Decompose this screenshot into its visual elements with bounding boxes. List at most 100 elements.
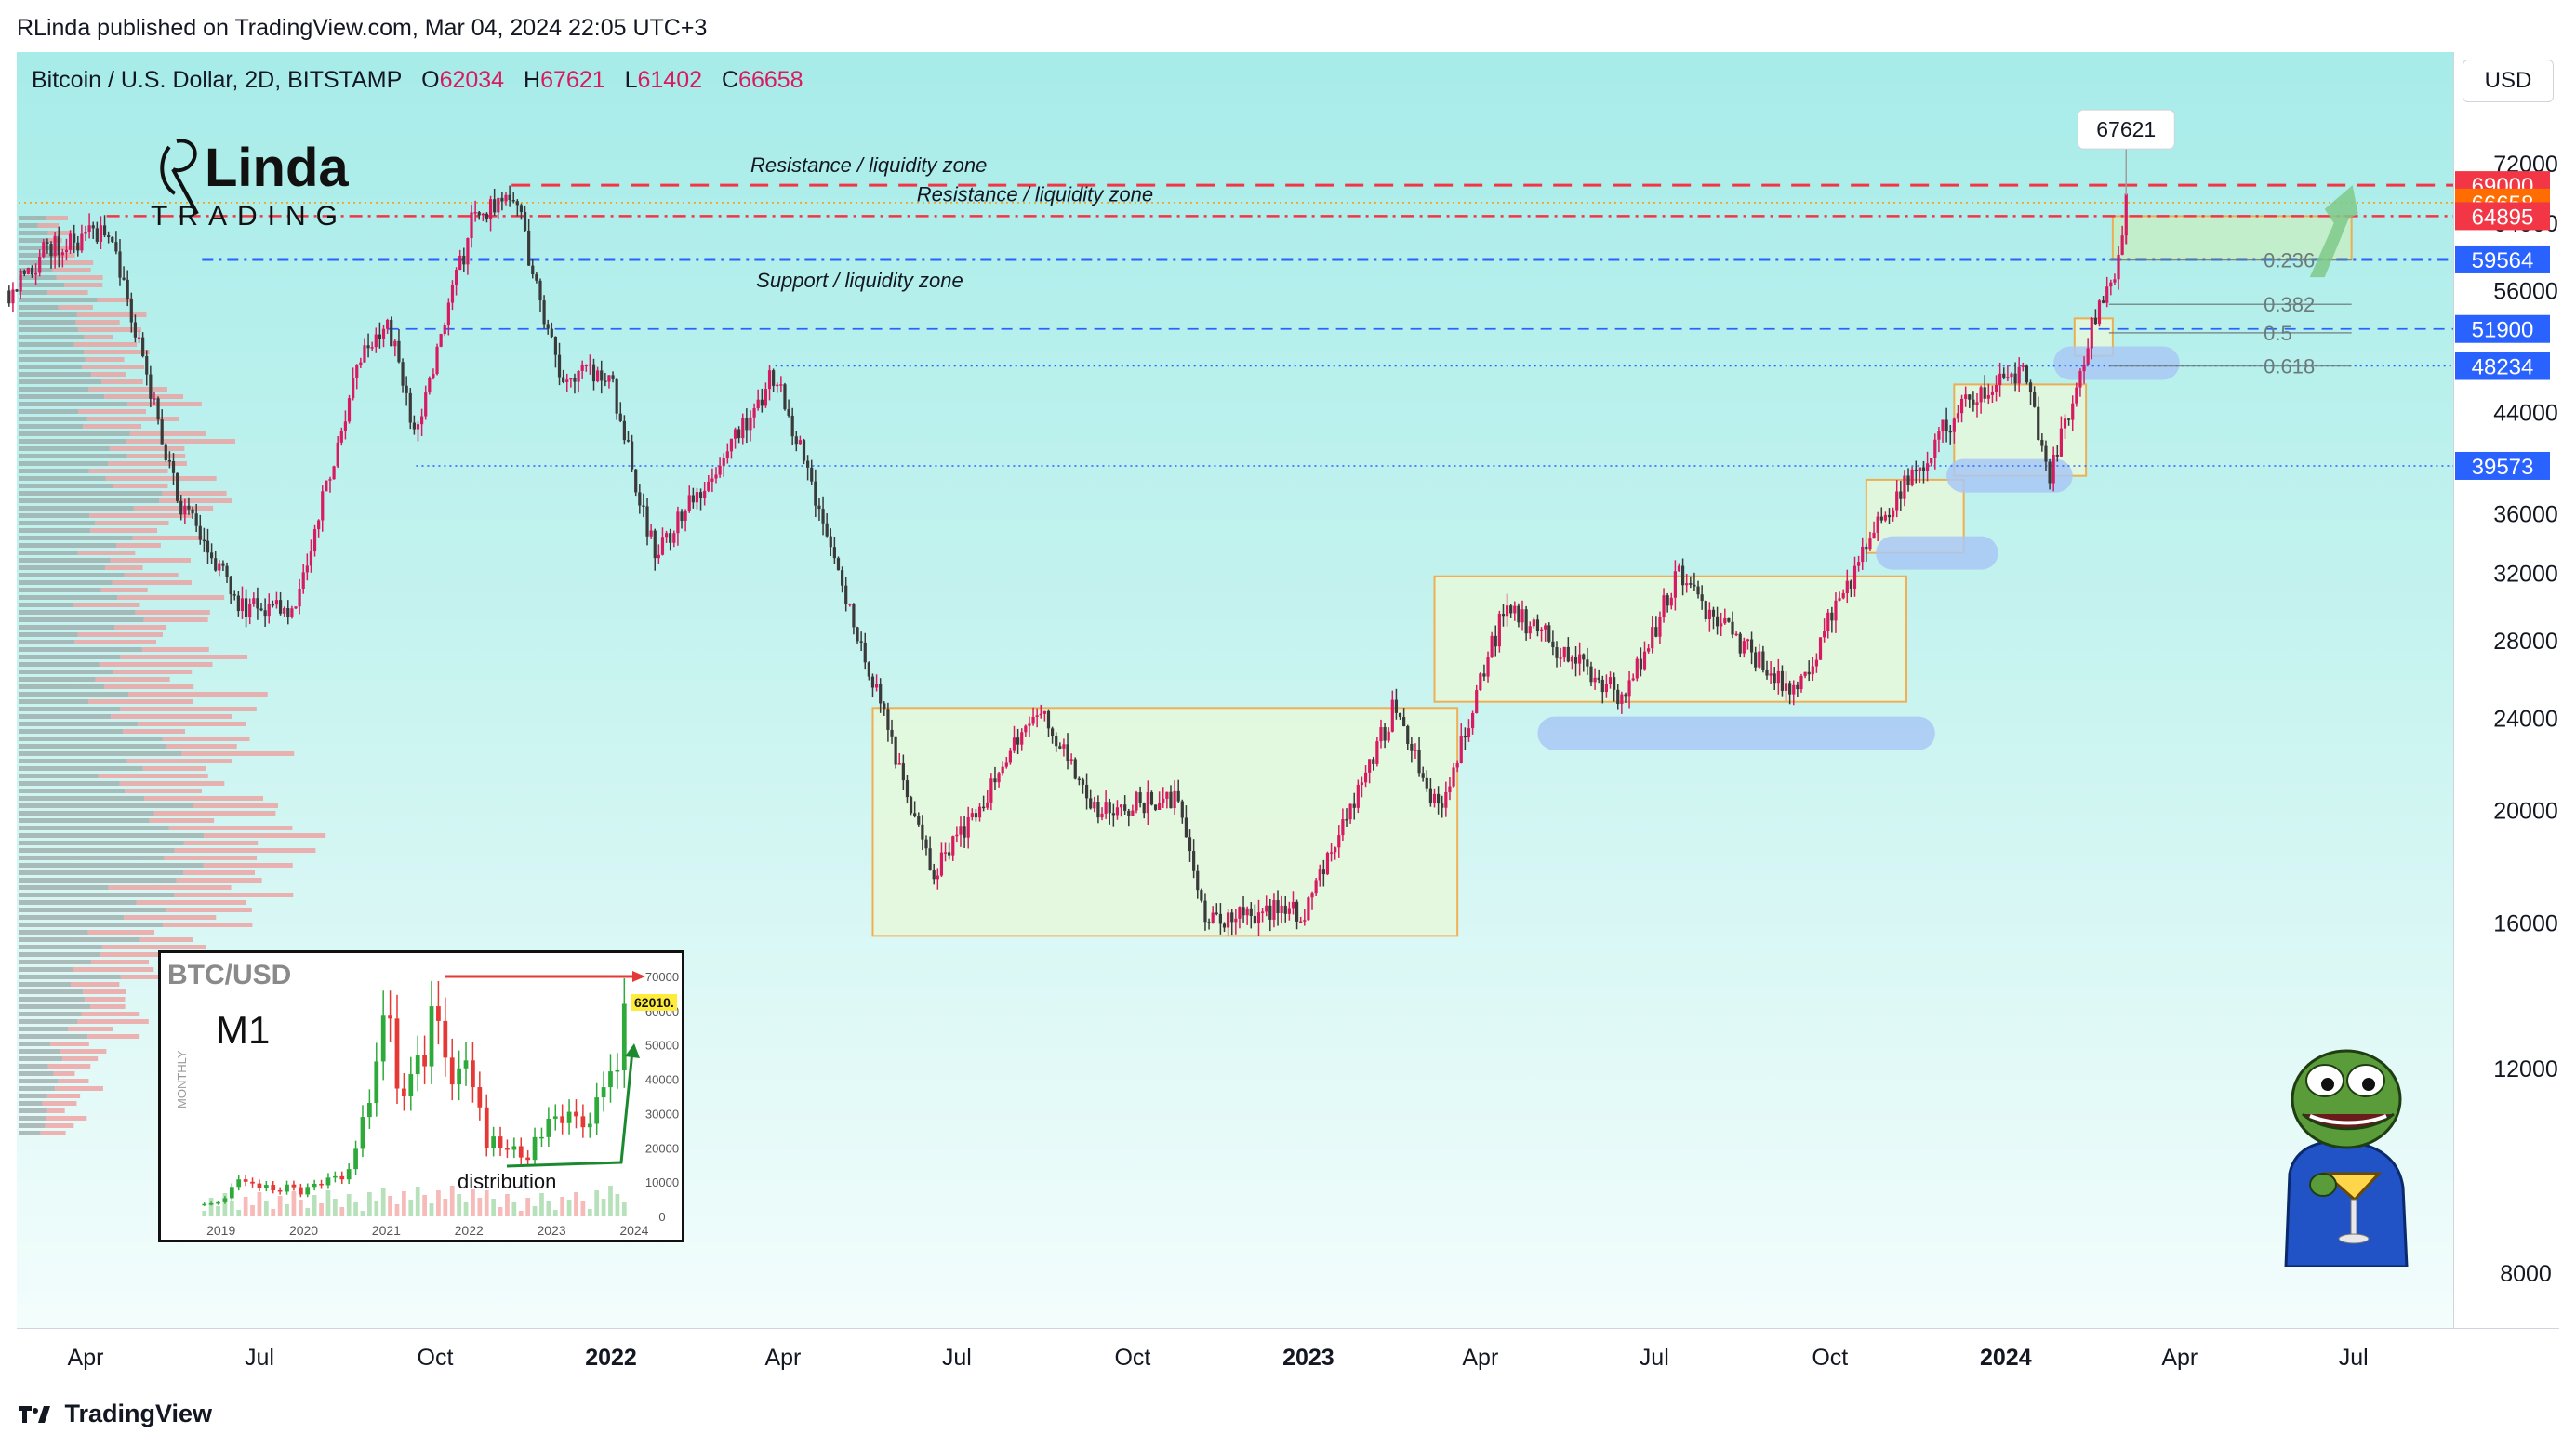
candle-body <box>588 364 591 366</box>
candle-body <box>187 505 191 510</box>
candle-body <box>1528 626 1532 634</box>
y-tick-label: 16000 <box>2493 911 2558 937</box>
price-label-text: 59564 <box>2472 248 2534 273</box>
candle-body <box>1758 651 1761 668</box>
inset-volume-bar <box>277 1196 283 1216</box>
volume-profile-bar <box>19 335 85 339</box>
candle-body <box>1031 716 1035 724</box>
candle-body <box>305 565 309 573</box>
candle-body <box>1123 804 1127 811</box>
candle-body <box>615 378 618 414</box>
volume-profile-bar <box>19 275 57 280</box>
candle-body <box>1742 641 1746 654</box>
inset-candle-body <box>546 1118 551 1137</box>
candle-body <box>1711 609 1716 617</box>
volume-profile-bar <box>19 625 115 630</box>
inset-x-tick: 2022 <box>455 1223 484 1238</box>
candle-body <box>856 627 859 642</box>
candle-body <box>1375 741 1379 764</box>
y-tick-label: 20000 <box>2493 798 2558 824</box>
inset-volume-bar <box>291 1191 297 1216</box>
candle-body <box>870 676 875 688</box>
candle-body <box>1283 905 1287 914</box>
candle-body <box>519 205 524 212</box>
volume-profile-bar <box>104 684 194 689</box>
candle-body <box>1535 619 1540 631</box>
candle-body <box>1608 677 1613 684</box>
volume-profile-bar <box>88 387 167 392</box>
inset-candle-body <box>229 1187 234 1199</box>
candle-body <box>684 510 687 522</box>
candle-body <box>1532 619 1535 627</box>
candle-body <box>1677 565 1681 572</box>
tradingview-logo-icon <box>19 1406 50 1423</box>
volume-profile-bar <box>70 982 120 987</box>
inset-candle-body <box>285 1184 289 1192</box>
volume-profile-bar <box>46 1094 81 1098</box>
price-label-tag <box>2455 352 2550 380</box>
inset-volume-bar <box>546 1201 551 1216</box>
candle-body <box>634 469 638 493</box>
candle-body <box>424 392 428 417</box>
volume-profile-bar <box>19 1086 56 1091</box>
time-axis[interactable] <box>17 1328 2559 1381</box>
candle-body <box>1230 912 1234 923</box>
candle-body <box>1818 637 1823 660</box>
candle-body <box>867 662 870 677</box>
candle-body <box>645 506 649 537</box>
candle-body <box>1945 419 1948 431</box>
candle-body <box>1586 659 1589 667</box>
candle-body <box>1345 819 1348 821</box>
candle-body <box>1058 746 1062 749</box>
volume-profile-bar <box>19 484 113 488</box>
inset-y-tick: 50000 <box>645 1039 679 1053</box>
candle-body <box>963 826 966 838</box>
volume-profile-bar <box>19 803 193 808</box>
candle-body <box>932 870 936 880</box>
volume-profile-bar <box>95 677 170 682</box>
candle-body <box>1261 911 1265 913</box>
candle-body <box>1138 792 1142 803</box>
inset-volume-bar <box>408 1200 414 1216</box>
volume-profile-bar <box>19 989 84 994</box>
candle-body <box>695 492 699 503</box>
volume-profile-bar <box>77 327 141 332</box>
candle-body <box>1119 804 1123 808</box>
inset-ylabel: MONTHLY <box>175 1050 189 1108</box>
candle-body <box>1001 766 1004 774</box>
candle-body <box>1131 810 1135 816</box>
candle-body <box>1669 597 1673 606</box>
candle-body <box>1685 583 1689 586</box>
candle-body <box>2052 455 2055 484</box>
volume-profile-bar <box>19 692 129 697</box>
volume-profile-bar <box>19 476 106 481</box>
volume-profile-bar <box>19 923 163 927</box>
inset-candle-body <box>566 1111 572 1123</box>
volume-profile-bar <box>19 417 87 421</box>
candle-body <box>718 465 722 475</box>
candle-body <box>1452 767 1455 787</box>
candle-body <box>1295 901 1299 922</box>
candle-body <box>470 212 473 239</box>
candle-body <box>1720 623 1723 627</box>
volume-profile-bar <box>19 774 99 778</box>
volume-profile-bar <box>143 617 208 622</box>
volume-profile-bar <box>73 967 154 972</box>
volume-profile-bar <box>19 833 205 838</box>
inset-volume-bar <box>374 1201 379 1216</box>
volume-profile-bar <box>19 327 78 332</box>
price-label-text: 48234 <box>2472 355 2534 380</box>
currency-button[interactable]: USD <box>2463 60 2554 102</box>
volume-profile-bar <box>42 1101 77 1106</box>
candle-body <box>511 200 515 202</box>
tradingview-brand[interactable]: TradingView <box>19 1400 212 1428</box>
candle-body <box>133 322 138 338</box>
candle-body <box>1807 671 1811 675</box>
volume-profile-bar <box>19 751 182 756</box>
volume-profile-bar <box>19 498 160 503</box>
candle-body <box>1153 804 1158 810</box>
candle-body <box>1066 744 1069 761</box>
candle-body <box>1441 803 1444 808</box>
volume-profile-bar <box>19 439 126 444</box>
